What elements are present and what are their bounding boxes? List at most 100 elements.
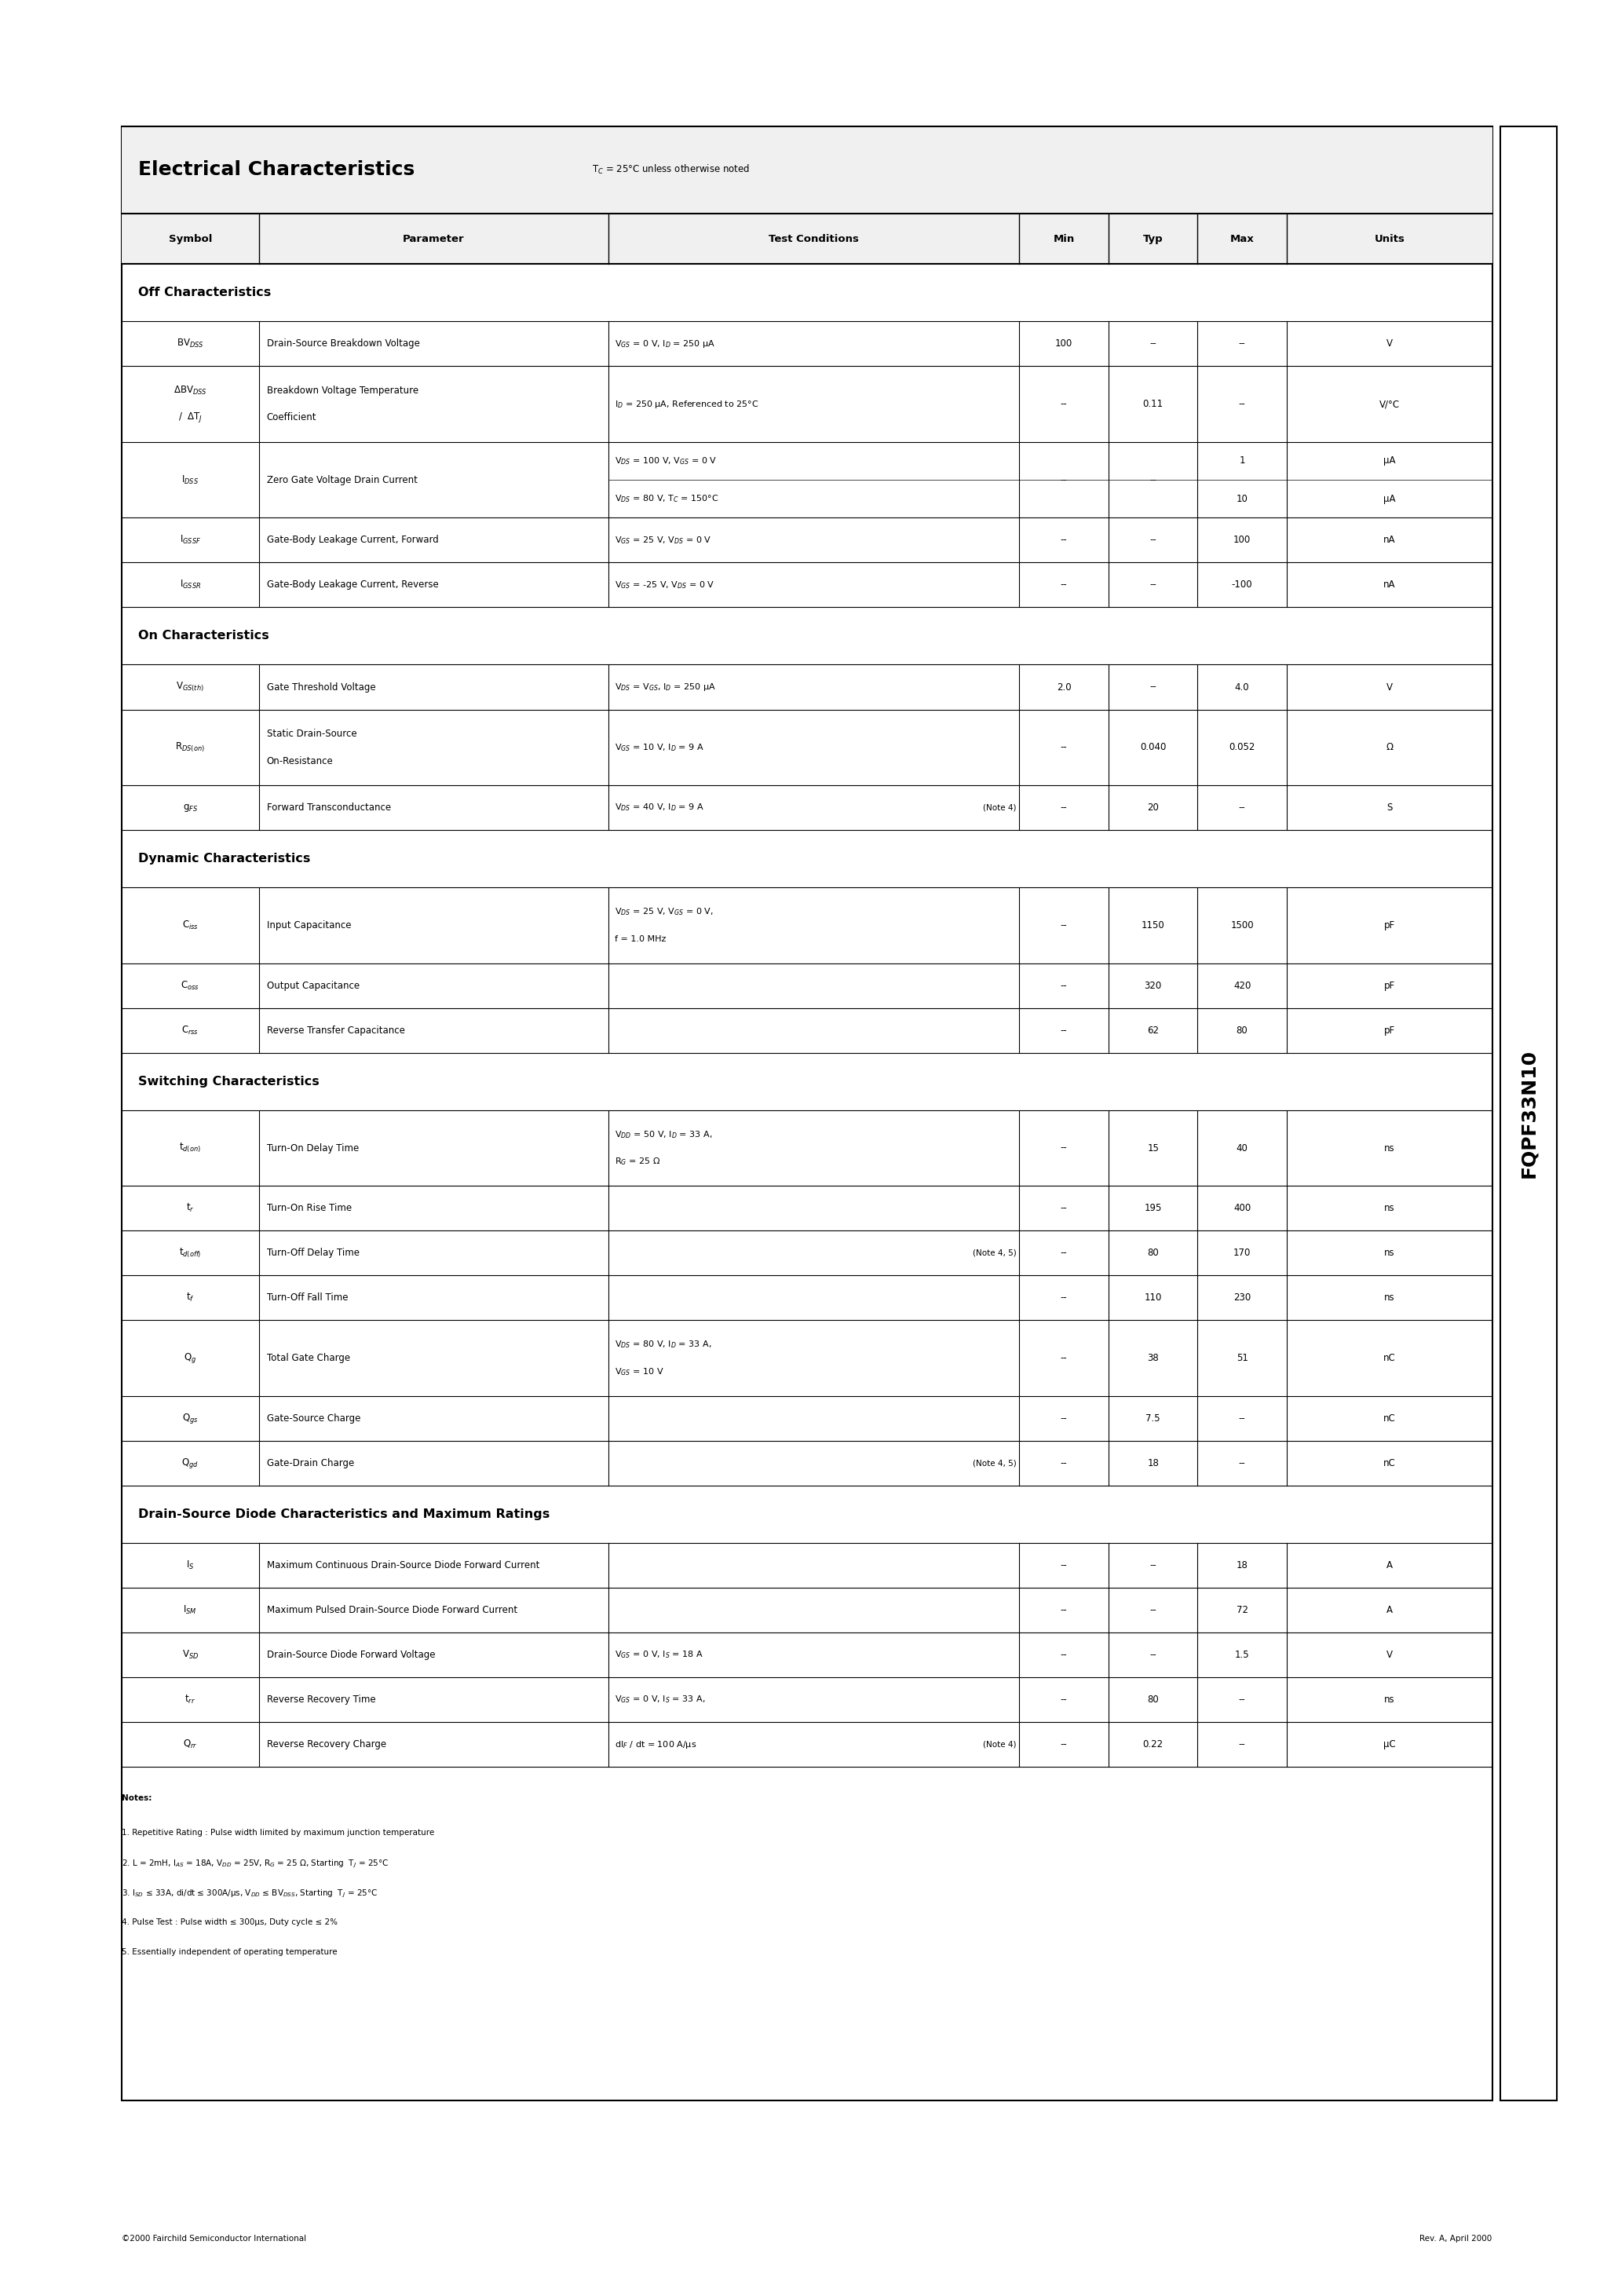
Text: --: -- xyxy=(1061,980,1067,990)
Text: 1: 1 xyxy=(1239,457,1246,466)
Text: Switching Characteristics: Switching Characteristics xyxy=(138,1075,320,1088)
Text: I$_{SM}$: I$_{SM}$ xyxy=(183,1605,198,1616)
Text: V$_{GS}$ = 10 V, I$_{D}$ = 9 A: V$_{GS}$ = 10 V, I$_{D}$ = 9 A xyxy=(615,742,704,753)
Text: 0.052: 0.052 xyxy=(1229,742,1255,753)
Text: Typ: Typ xyxy=(1144,234,1163,243)
Text: --: -- xyxy=(1061,1414,1067,1424)
Text: V$_{DS}$ = 25 V, V$_{GS}$ = 0 V,: V$_{DS}$ = 25 V, V$_{GS}$ = 0 V, xyxy=(615,907,714,916)
Text: V$_{GS}$ = 25 V, V$_{DS}$ = 0 V: V$_{GS}$ = 25 V, V$_{DS}$ = 0 V xyxy=(615,535,712,546)
Text: 230: 230 xyxy=(1233,1293,1251,1302)
Text: 80: 80 xyxy=(1236,1026,1247,1035)
Text: --: -- xyxy=(1150,682,1156,691)
Text: C$_{iss}$: C$_{iss}$ xyxy=(182,918,198,932)
Text: ns: ns xyxy=(1384,1143,1395,1153)
Text: V: V xyxy=(1387,1651,1393,1660)
Text: C$_{oss}$: C$_{oss}$ xyxy=(180,980,200,992)
Text: Q$_{gd}$: Q$_{gd}$ xyxy=(182,1456,200,1469)
Text: --: -- xyxy=(1061,921,1067,930)
Text: 18: 18 xyxy=(1236,1561,1247,1570)
Text: Turn-Off Fall Time: Turn-Off Fall Time xyxy=(266,1293,349,1302)
Text: Gate-Source Charge: Gate-Source Charge xyxy=(266,1414,360,1424)
Text: 4. Pulse Test : Pulse width ≤ 300μs, Duty cycle ≤ 2%: 4. Pulse Test : Pulse width ≤ 300μs, Dut… xyxy=(122,1919,337,1926)
Text: Q$_{g}$: Q$_{g}$ xyxy=(183,1352,196,1364)
Bar xyxy=(122,1052,1492,1111)
Text: --: -- xyxy=(1150,340,1156,349)
Text: Turn-Off Delay Time: Turn-Off Delay Time xyxy=(266,1249,360,1258)
Text: g$_{FS}$: g$_{FS}$ xyxy=(183,801,198,813)
Text: --: -- xyxy=(1239,340,1246,349)
Text: 2. L = 2mH, I$_{AS}$ = 18A, V$_{DD}$ = 25V, R$_{G}$ = 25 Ω, Starting  T$_{J}$ = : 2. L = 2mH, I$_{AS}$ = 18A, V$_{DD}$ = 2… xyxy=(122,1860,389,1869)
Text: (Note 4): (Note 4) xyxy=(983,804,1015,810)
Text: V$_{DS}$ = 80 V, I$_{D}$ = 33 A,: V$_{DS}$ = 80 V, I$_{D}$ = 33 A, xyxy=(615,1339,712,1350)
Text: V$_{DS}$ = 80 V, T$_{C}$ = 150°C: V$_{DS}$ = 80 V, T$_{C}$ = 150°C xyxy=(615,494,719,505)
Text: I$_{D}$ = 250 μA, Referenced to 25°C: I$_{D}$ = 250 μA, Referenced to 25°C xyxy=(615,400,759,409)
Text: ©2000 Fairchild Semiconductor International: ©2000 Fairchild Semiconductor Internatio… xyxy=(122,2234,307,2243)
Text: --: -- xyxy=(1150,581,1156,590)
Text: --: -- xyxy=(1239,1740,1246,1750)
Text: 1150: 1150 xyxy=(1142,921,1165,930)
Text: V$_{DD}$ = 50 V, I$_{D}$ = 33 A,: V$_{DD}$ = 50 V, I$_{D}$ = 33 A, xyxy=(615,1130,712,1139)
Text: /  ΔT$_{J}$: / ΔT$_{J}$ xyxy=(178,411,203,425)
Text: Dynamic Characteristics: Dynamic Characteristics xyxy=(138,852,310,866)
Text: t$_{f}$: t$_{f}$ xyxy=(187,1293,195,1304)
Text: Output Capacitance: Output Capacitance xyxy=(266,980,360,990)
Text: V: V xyxy=(1387,340,1393,349)
Text: dI$_{F}$ / dt = 100 A/μs: dI$_{F}$ / dt = 100 A/μs xyxy=(615,1738,696,1750)
Text: nC: nC xyxy=(1384,1352,1395,1364)
Text: pF: pF xyxy=(1384,921,1395,930)
Text: Ω: Ω xyxy=(1385,742,1393,753)
Text: On Characteristics: On Characteristics xyxy=(138,629,269,643)
Text: --: -- xyxy=(1239,400,1246,409)
Text: pF: pF xyxy=(1384,980,1395,990)
Text: Symbol: Symbol xyxy=(169,234,212,243)
Text: --: -- xyxy=(1061,1740,1067,1750)
Text: Notes:: Notes: xyxy=(122,1795,152,1802)
Text: Input Capacitance: Input Capacitance xyxy=(266,921,352,930)
Text: V$_{GS}$ = 10 V: V$_{GS}$ = 10 V xyxy=(615,1366,663,1378)
Text: 420: 420 xyxy=(1233,980,1251,990)
Text: V$_{GS(th)}$: V$_{GS(th)}$ xyxy=(177,680,204,693)
Text: S: S xyxy=(1387,804,1392,813)
Text: I$_{GSSR}$: I$_{GSSR}$ xyxy=(180,579,201,590)
Text: (Note 4): (Note 4) xyxy=(983,1740,1015,1747)
Text: (Note 4, 5): (Note 4, 5) xyxy=(972,1249,1015,1256)
Text: V: V xyxy=(1387,682,1393,691)
Text: T$_C$ = 25°C unless otherwise noted: T$_C$ = 25°C unless otherwise noted xyxy=(592,163,749,177)
Text: Drain-Source Diode Forward Voltage: Drain-Source Diode Forward Voltage xyxy=(266,1651,435,1660)
Text: V$_{GS}$ = -25 V, V$_{DS}$ = 0 V: V$_{GS}$ = -25 V, V$_{DS}$ = 0 V xyxy=(615,579,715,590)
Text: ΔBV$_{DSS}$: ΔBV$_{DSS}$ xyxy=(174,383,208,397)
Text: Reverse Recovery Time: Reverse Recovery Time xyxy=(266,1694,376,1704)
Text: f = 1.0 MHz: f = 1.0 MHz xyxy=(615,934,667,944)
Text: --: -- xyxy=(1061,1293,1067,1302)
Text: --: -- xyxy=(1150,475,1156,484)
Text: μA: μA xyxy=(1384,457,1395,466)
Text: Reverse Transfer Capacitance: Reverse Transfer Capacitance xyxy=(266,1026,406,1035)
Text: 170: 170 xyxy=(1233,1249,1251,1258)
Text: 0.22: 0.22 xyxy=(1144,1740,1163,1750)
Text: 7.5: 7.5 xyxy=(1145,1414,1160,1424)
Text: I$_{DSS}$: I$_{DSS}$ xyxy=(182,473,200,487)
Text: 320: 320 xyxy=(1144,980,1161,990)
Text: Coefficient: Coefficient xyxy=(266,413,316,422)
Text: 80: 80 xyxy=(1147,1249,1158,1258)
Text: I$_{S}$: I$_{S}$ xyxy=(187,1559,195,1570)
Bar xyxy=(122,608,1492,666)
Text: ns: ns xyxy=(1384,1293,1395,1302)
Text: 1. Repetitive Rating : Pulse width limited by maximum junction temperature: 1. Repetitive Rating : Pulse width limit… xyxy=(122,1830,435,1837)
Text: Gate-Body Leakage Current, Forward: Gate-Body Leakage Current, Forward xyxy=(266,535,438,544)
Text: V$_{GS}$ = 0 V, I$_{S}$ = 18 A: V$_{GS}$ = 0 V, I$_{S}$ = 18 A xyxy=(615,1649,704,1660)
Text: nA: nA xyxy=(1384,581,1395,590)
Text: --: -- xyxy=(1150,1651,1156,1660)
Text: V$_{DS}$ = V$_{GS}$, I$_{D}$ = 250 μA: V$_{DS}$ = V$_{GS}$, I$_{D}$ = 250 μA xyxy=(615,682,715,693)
Text: V/°C: V/°C xyxy=(1379,400,1400,409)
Text: --: -- xyxy=(1150,1605,1156,1614)
Text: Rev. A, April 2000: Rev. A, April 2000 xyxy=(1419,2234,1492,2243)
Text: Forward Transconductance: Forward Transconductance xyxy=(266,804,391,813)
Text: --: -- xyxy=(1061,1249,1067,1258)
Text: Max: Max xyxy=(1229,234,1254,243)
Text: V$_{DS}$ = 40 V, I$_{D}$ = 9 A: V$_{DS}$ = 40 V, I$_{D}$ = 9 A xyxy=(615,801,704,813)
Text: --: -- xyxy=(1061,742,1067,753)
Text: --: -- xyxy=(1061,1561,1067,1570)
Text: (Note 4, 5): (Note 4, 5) xyxy=(972,1460,1015,1467)
Text: 5. Essentially independent of operating temperature: 5. Essentially independent of operating … xyxy=(122,1949,337,1956)
